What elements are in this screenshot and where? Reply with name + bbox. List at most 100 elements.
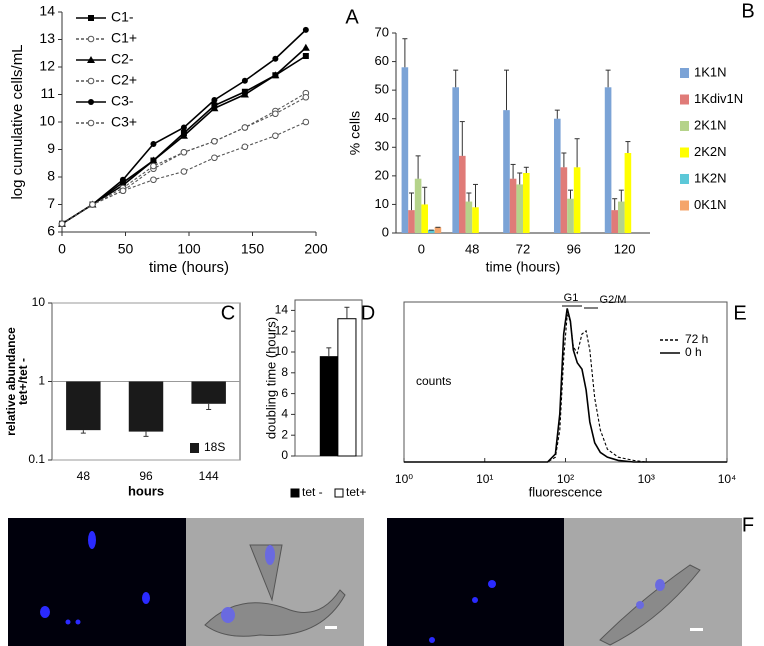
y-tick-label: 0 [382, 224, 389, 239]
panel-label: C [221, 302, 235, 324]
x-tick-label: 10³ [638, 472, 655, 486]
bar [617, 201, 625, 233]
series-line [61, 121, 307, 225]
y-tick-label: 50 [375, 82, 389, 97]
bar [472, 207, 479, 233]
x-tick-label: 0 [58, 241, 66, 257]
y-axis-label: relative abundance [4, 327, 18, 436]
series-line [404, 308, 727, 463]
bar [516, 184, 523, 233]
x-tick-label: 48 [465, 241, 479, 256]
y-tick-label: 11 [40, 85, 55, 101]
legend-label: 1K1N [694, 64, 727, 79]
panel-label: B [741, 0, 754, 22]
x-tick-label: 72 [516, 241, 530, 256]
panel-label: E [733, 302, 746, 324]
x-tick-label: 120 [614, 241, 636, 256]
bar [337, 318, 357, 457]
legend-label: 0K1N [694, 197, 727, 212]
bar [560, 167, 568, 233]
fluorescence-image [387, 518, 564, 646]
kinetoplast [65, 619, 71, 625]
bar [553, 118, 561, 233]
y-tick-label: 8 [281, 365, 288, 379]
legend-label: tet - [302, 485, 323, 499]
marker [211, 154, 218, 162]
marker [302, 53, 309, 59]
y-tick-label: 60 [375, 53, 389, 68]
bar [408, 210, 415, 233]
nucleus [221, 607, 235, 623]
y-tick-label: 12 [39, 58, 55, 74]
phase-image [564, 518, 742, 646]
y-tick-label: 8 [47, 168, 55, 184]
legend-label: tet+ [346, 485, 366, 499]
x-tick-label: 200 [304, 241, 328, 257]
y-axis-label: % cells [347, 111, 363, 155]
y-tick-label: 70 [375, 24, 389, 39]
y-tick-label: 40 [375, 110, 389, 125]
nucleus [429, 637, 435, 643]
nucleus [265, 545, 275, 565]
legend-label: 2K2N [694, 144, 727, 159]
nucleus [142, 592, 150, 604]
bar [465, 201, 473, 233]
cell-outline [204, 544, 346, 637]
y-tick-label: 10 [275, 344, 289, 358]
bar [414, 178, 422, 233]
bar [128, 381, 164, 432]
marker [302, 93, 310, 101]
bar [523, 173, 530, 233]
legend-label: C1- [111, 9, 134, 25]
y-tick-label: 0 [281, 448, 288, 462]
y-axis-label: log cumulative cells/mL [9, 44, 26, 199]
bar [503, 110, 510, 233]
legend-label: 72 h [685, 332, 708, 346]
y-tick-label: 1 [38, 374, 45, 388]
marker [272, 110, 279, 118]
marker [211, 137, 218, 145]
nucleus [40, 606, 50, 618]
fluorescence-image [8, 518, 186, 646]
legend-label: 18S [204, 440, 225, 454]
marker [272, 55, 279, 62]
bar [624, 153, 632, 233]
x-tick-label: 10² [557, 472, 574, 486]
marker [240, 90, 249, 98]
legend-label: 1Kdiv1N [694, 91, 743, 106]
x-tick-label: 96 [567, 241, 581, 256]
marker [88, 99, 94, 105]
bar [573, 167, 581, 233]
series-line [61, 96, 307, 225]
legend-label: C2- [111, 51, 134, 67]
y-tick-label: 20 [375, 167, 389, 182]
y-tick-label: 10 [375, 196, 389, 211]
marker [302, 118, 310, 126]
marker [271, 71, 280, 79]
legend-swatch [680, 147, 689, 158]
nucleus [636, 601, 644, 609]
scale-bar [325, 626, 337, 629]
marker [149, 156, 158, 164]
legend-label: C2+ [111, 72, 137, 88]
x-tick-label: 0 [418, 241, 425, 256]
marker [150, 176, 157, 184]
marker [119, 187, 127, 195]
y-tick-label: 2 [281, 427, 288, 441]
y-tick-label: 14 [39, 3, 55, 19]
panel-f-images [8, 518, 742, 646]
annotation: G1 [564, 292, 579, 304]
bar [428, 230, 435, 233]
legend-label: C3+ [111, 114, 137, 130]
legend-label: C1+ [111, 30, 137, 46]
series-line [61, 92, 307, 225]
marker [87, 119, 95, 127]
legend-swatch [680, 174, 689, 184]
marker [88, 15, 94, 21]
x-tick-label: 100 [177, 241, 201, 257]
marker [89, 201, 96, 208]
x-tick-label: 96 [139, 469, 153, 483]
nucleus [488, 580, 496, 588]
legend-swatch [680, 94, 689, 105]
